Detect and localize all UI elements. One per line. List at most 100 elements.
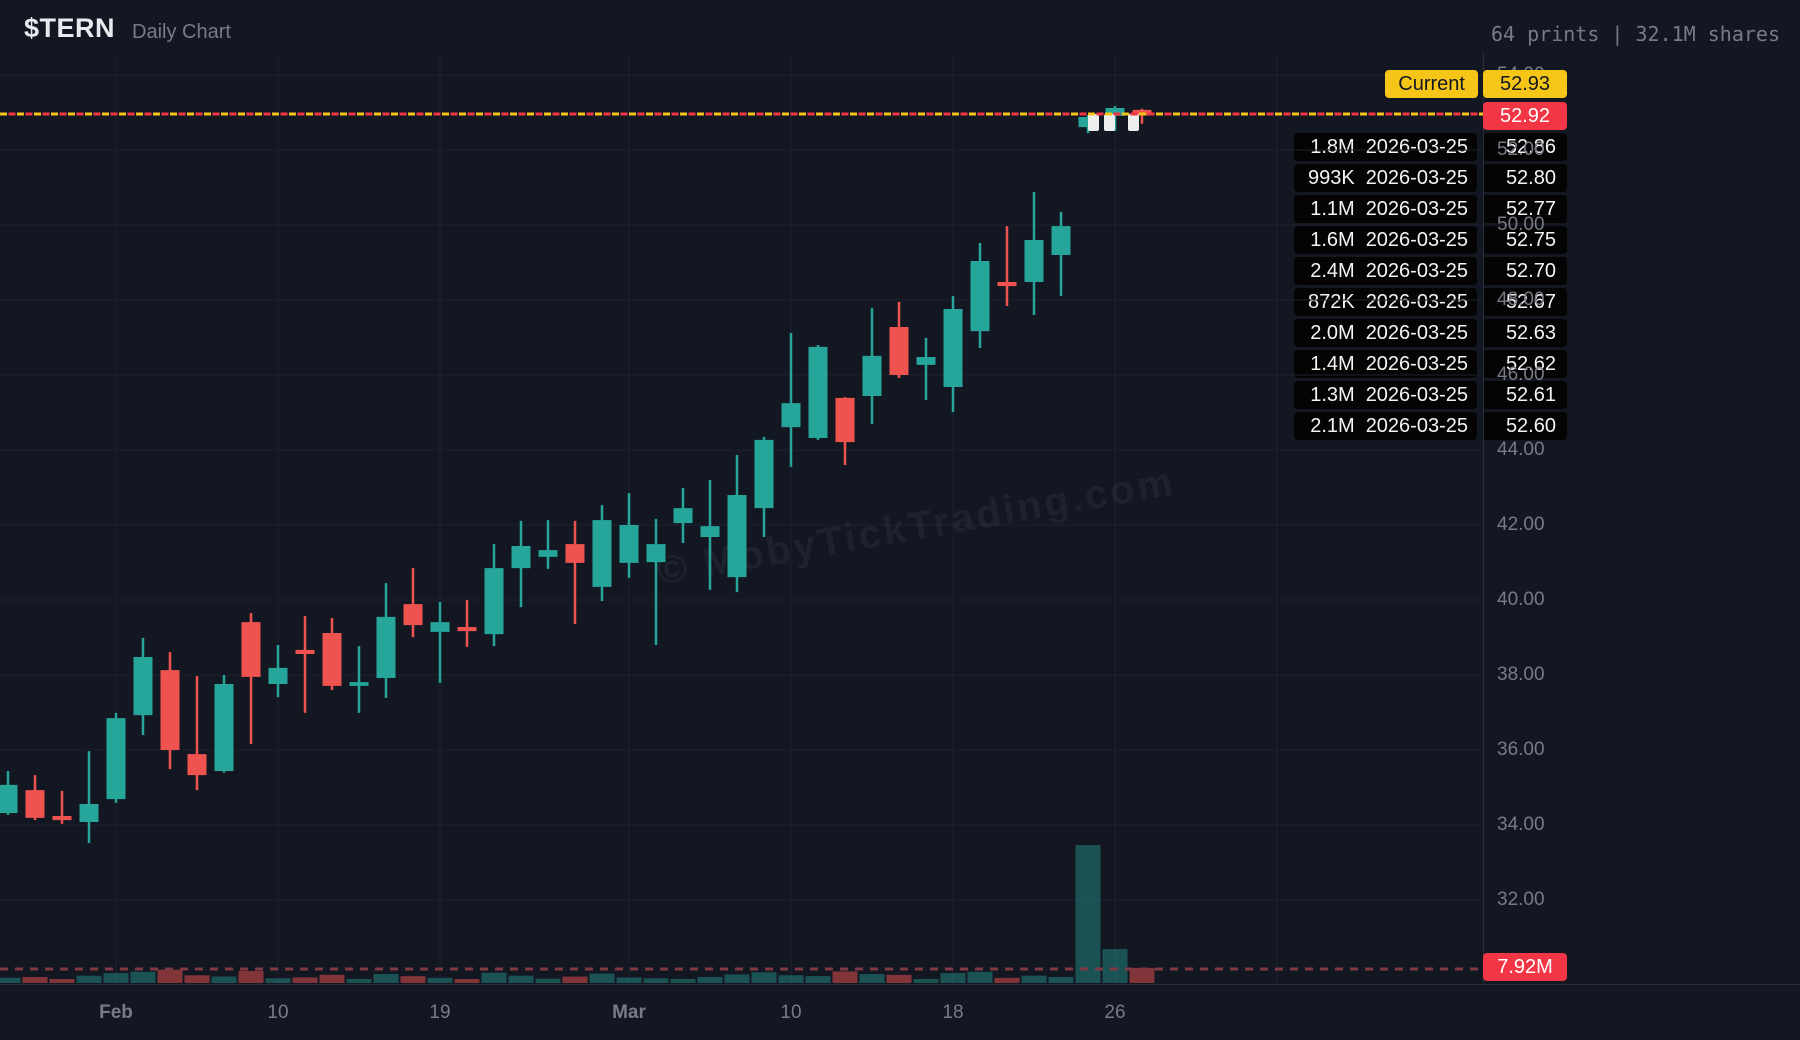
- volume-bar: [238, 970, 264, 983]
- volume-bar: [940, 973, 966, 983]
- volume-bar: [1102, 949, 1128, 983]
- print-size: 1.3M: [1310, 384, 1355, 406]
- volume-bar: [292, 977, 318, 983]
- print-price: 52.86: [1483, 133, 1567, 161]
- print-date: 2026-03-25: [1365, 198, 1468, 220]
- candle-wick: [87, 751, 91, 843]
- price-axis-label: 38.00: [1497, 664, 1545, 685]
- candle-body: [592, 520, 612, 587]
- volume-bar: [22, 976, 48, 983]
- recent-print-marker: [1128, 114, 1139, 131]
- volume-bar: [508, 975, 534, 983]
- candle-wick: [60, 790, 64, 824]
- volume-bar: [76, 975, 102, 983]
- volume-bar: [778, 975, 804, 983]
- volume-bar: [454, 979, 480, 983]
- print-date: 2026-03-25: [1365, 415, 1468, 437]
- candle-wick: [924, 337, 928, 401]
- candle-wick: [654, 519, 658, 645]
- print-date: 2026-03-25: [1365, 384, 1468, 406]
- volume-bar: [0, 977, 21, 983]
- time-axis-label: 19: [429, 1002, 451, 1023]
- print-price: 52.63: [1483, 319, 1567, 347]
- price-axis-label: 40.00: [1497, 589, 1545, 610]
- price-axis-label: 48.00: [1497, 289, 1545, 310]
- print-row-size-date: 2.4M 2026-03-25: [1293, 257, 1477, 285]
- print-row-size-date: 1.1M 2026-03-25: [1293, 195, 1477, 223]
- candle-wick: [195, 676, 199, 791]
- volume-bar: [535, 978, 561, 983]
- candle-body: [484, 568, 504, 635]
- candle-body: [970, 261, 990, 332]
- candle-body: [79, 804, 99, 822]
- volume-bar: [211, 976, 237, 983]
- candle-body: [268, 667, 288, 684]
- volume-bar: [103, 973, 129, 983]
- price-axis-label: 50.00: [1497, 214, 1545, 235]
- candle-body: [241, 622, 261, 677]
- print-date: 2026-03-25: [1365, 353, 1468, 375]
- volume-bar: [994, 977, 1020, 983]
- volume-bar: [967, 971, 993, 983]
- volume-bar: [913, 979, 939, 983]
- volume-bar: [481, 972, 507, 983]
- time-axis-label: 26: [1104, 1002, 1126, 1023]
- volume-bar: [49, 979, 75, 983]
- candle-body: [619, 525, 639, 563]
- candle-wick: [789, 333, 793, 467]
- volume-bar: [346, 979, 372, 983]
- recent-print-marker: [1104, 114, 1115, 131]
- print-price: 52.77: [1483, 195, 1567, 223]
- volume-bar: [697, 976, 723, 983]
- volume-bar: [832, 971, 858, 983]
- candle-body: [52, 816, 72, 821]
- volume-bar: [751, 972, 777, 983]
- candle-body: [565, 544, 585, 563]
- candle-body: [997, 282, 1017, 287]
- print-date: 2026-03-25: [1365, 260, 1468, 282]
- candle-body: [1024, 240, 1044, 282]
- candle-wick: [411, 568, 415, 638]
- candle-body: [862, 355, 882, 396]
- candle-body: [700, 526, 720, 537]
- print-row-size-date: 1.3M 2026-03-25: [1293, 381, 1477, 409]
- candle-wick: [357, 646, 361, 713]
- print-price: 52.61: [1483, 381, 1567, 409]
- recent-print-marker: [1088, 114, 1099, 131]
- time-axis-label: Mar: [612, 1002, 646, 1023]
- candle-body: [160, 670, 180, 750]
- candle-wick: [1140, 108, 1144, 124]
- print-price: 52.60: [1483, 412, 1567, 440]
- candle-body: [349, 682, 369, 686]
- print-size: 2.4M: [1310, 260, 1355, 282]
- candle-body: [943, 309, 963, 387]
- candle-body: [214, 684, 234, 771]
- candle-body: [430, 622, 450, 632]
- print-row-size-date: 1.4M 2026-03-25: [1293, 350, 1477, 378]
- print-row-size-date: 2.0M 2026-03-25: [1293, 319, 1477, 347]
- print-row-size-date: 1.8M 2026-03-25: [1293, 133, 1477, 161]
- candle-body: [106, 718, 126, 800]
- volume-bar: [859, 973, 885, 983]
- chart-timeframe-label: Daily Chart: [132, 21, 231, 43]
- price-axis-label: 36.00: [1497, 739, 1545, 760]
- volume-bar: [1129, 967, 1155, 983]
- print-date: 2026-03-25: [1365, 229, 1468, 251]
- volume-bar: [130, 971, 156, 983]
- volume-bar: [427, 977, 453, 983]
- volume-bar: [670, 979, 696, 983]
- ticker-symbol: $TERN: [24, 13, 116, 43]
- candle-wick: [438, 601, 442, 683]
- price-axis-label: 34.00: [1497, 814, 1545, 835]
- candle-body: [646, 544, 666, 563]
- volume-bar: [157, 969, 183, 983]
- print-date: 2026-03-25: [1365, 291, 1468, 313]
- print-date: 2026-03-25: [1365, 167, 1468, 189]
- volume-bar: [589, 973, 615, 983]
- print-size: 993K: [1307, 167, 1355, 189]
- candle-body: [511, 546, 531, 569]
- time-axis-label: 18: [942, 1002, 964, 1023]
- candle-wick: [249, 613, 253, 744]
